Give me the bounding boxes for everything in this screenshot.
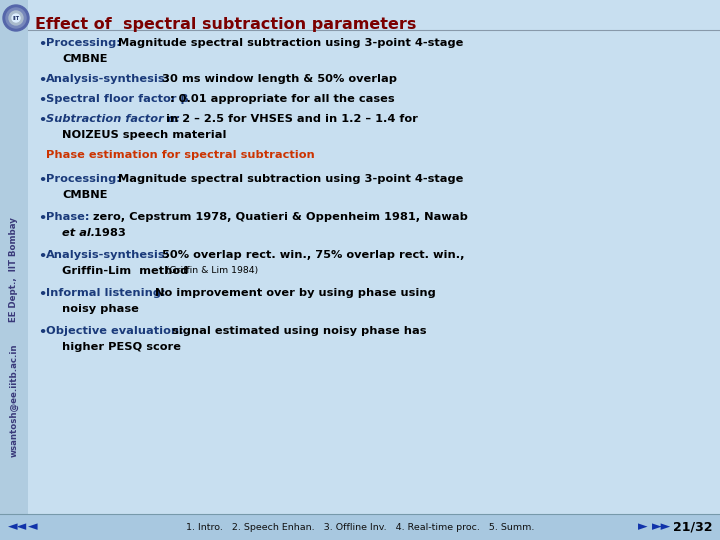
Text: ◄: ◄ [28,521,37,534]
Text: 21/32: 21/32 [672,521,712,534]
Text: Processing:: Processing: [46,38,121,48]
Text: No improvement over by using phase using: No improvement over by using phase using [151,288,436,298]
Bar [0,514,720,540]
Text: in 2 – 2.5 for VHSES and in 1.2 – 1.4 for: in 2 – 2.5 for VHSES and in 1.2 – 1.4 fo… [158,114,418,124]
Circle shape [9,11,23,25]
Text: Analysis-synthesis:: Analysis-synthesis: [46,74,170,84]
Text: wsantosh@ee.iitb.ac.in: wsantosh@ee.iitb.ac.in [9,343,19,457]
Text: •: • [38,212,46,225]
Text: 1. Intro.   2. Speech Enhan.   3. Offline Inv.   4. Real-time proc.   5. Summ.: 1. Intro. 2. Speech Enhan. 3. Offline In… [186,523,534,531]
Text: Griffin-Lim  method: Griffin-Lim method [62,266,192,276]
Text: (Griffin & Lim 1984): (Griffin & Lim 1984) [166,266,258,275]
Text: Spectral floor factor β: Spectral floor factor β [46,94,189,104]
Text: ►►: ►► [652,521,671,534]
Text: et al.: et al. [62,228,95,238]
Text: : 0.01 appropriate for all the cases: : 0.01 appropriate for all the cases [166,94,395,104]
Text: •: • [38,114,46,127]
Text: Processing:: Processing: [46,174,121,184]
Text: Analysis-synthesis:: Analysis-synthesis: [46,250,170,260]
Text: noisy phase: noisy phase [62,304,139,314]
Text: higher PESQ score: higher PESQ score [62,342,181,352]
Text: CMBNE: CMBNE [62,54,107,64]
Text: •: • [38,174,46,187]
Text: Magnitude spectral subtraction using 3-point 4-stage: Magnitude spectral subtraction using 3-p… [114,174,464,184]
Text: Phase:: Phase: [46,212,94,222]
Circle shape [3,5,29,31]
Text: zero, Cepstrum 1978, Quatieri & Oppenheim 1981, Nawab: zero, Cepstrum 1978, Quatieri & Oppenhei… [89,212,468,222]
Text: NOIZEUS speech material: NOIZEUS speech material [62,130,227,140]
Text: 30 ms window length & 50% overlap: 30 ms window length & 50% overlap [158,74,397,84]
Text: EE Dept.,  IIT Bombay: EE Dept., IIT Bombay [9,218,19,322]
Text: •: • [38,74,46,87]
Text: signal estimated using noisy phase has: signal estimated using noisy phase has [168,326,426,336]
Text: Informal listening:: Informal listening: [46,288,166,298]
Text: •: • [38,38,46,51]
Circle shape [12,14,20,22]
Text: Effect of  spectral subtraction parameters: Effect of spectral subtraction parameter… [35,17,416,32]
Text: Objective evaluation:: Objective evaluation: [46,326,184,336]
Text: 50% overlap rect. win., 75% overlap rect. win.,: 50% overlap rect. win., 75% overlap rect… [158,250,464,260]
Text: •: • [38,288,46,301]
Bar [0,0,28,540]
Text: Phase estimation for spectral subtraction: Phase estimation for spectral subtractio… [46,150,315,160]
Text: •: • [38,326,46,339]
Text: Subtraction factor α:: Subtraction factor α: [46,114,180,124]
Circle shape [6,8,26,28]
Text: Magnitude spectral subtraction using 3-point 4-stage: Magnitude spectral subtraction using 3-p… [114,38,464,48]
Text: ►: ► [638,521,647,534]
Text: ◄◄: ◄◄ [8,521,27,534]
Text: •: • [38,94,46,107]
Text: •: • [38,250,46,263]
Text: CMBNE: CMBNE [62,190,107,200]
Text: 1983: 1983 [90,228,126,238]
Text: IIT: IIT [12,16,19,21]
